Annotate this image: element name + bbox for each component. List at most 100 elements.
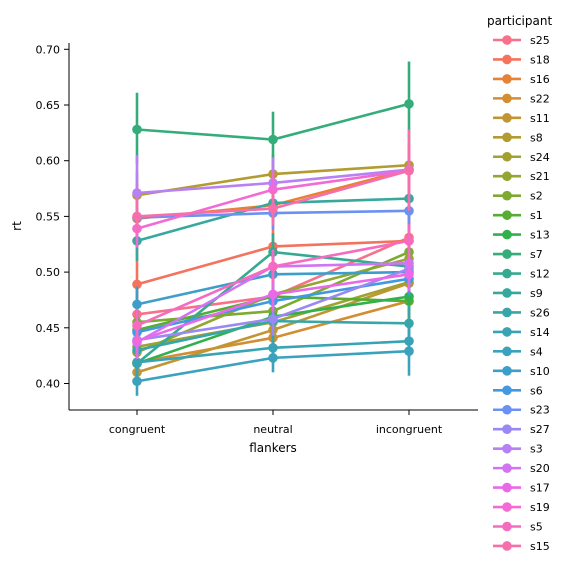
legend-swatch-marker xyxy=(502,346,512,357)
data-point xyxy=(268,134,278,145)
data-point xyxy=(132,188,142,198)
legend-label: s22 xyxy=(530,92,550,105)
legend-label: s16 xyxy=(530,73,550,86)
x-tick-label: neutral xyxy=(253,423,292,436)
legend-label: s15 xyxy=(530,540,550,553)
axes: flankers rt 0.40 0.45 0.50 0.55 0.60 0.65 0.70… xyxy=(10,43,478,455)
legend-label: s1 xyxy=(530,209,543,222)
y-tick-label: 0.70 xyxy=(36,43,61,56)
data-point xyxy=(404,236,414,246)
x-tick-label: incongruent xyxy=(376,423,443,436)
legend-item-s24: s24 xyxy=(493,151,550,164)
legend-swatch-marker xyxy=(502,307,512,318)
data-point xyxy=(404,291,414,302)
legend-swatch-marker xyxy=(502,93,512,104)
legend-item-s2: s2 xyxy=(493,190,543,203)
legend-label: s7 xyxy=(530,248,543,261)
legend-swatch-marker xyxy=(502,327,512,337)
legend-label: s11 xyxy=(530,112,550,125)
legend-swatch-marker xyxy=(502,385,512,396)
y-tick-label: 0.45 xyxy=(36,322,61,335)
y-tick-label: 0.40 xyxy=(36,378,61,391)
legend-item-s5: s5 xyxy=(493,521,543,534)
legend-item-s6: s6 xyxy=(493,384,543,397)
legend-swatch-marker xyxy=(502,268,512,279)
legend-label: s21 xyxy=(530,170,550,183)
legend-label: s18 xyxy=(530,53,550,66)
y-tick-label: 0.65 xyxy=(36,99,61,112)
legend-swatch-marker xyxy=(502,190,512,201)
legend-label: s9 xyxy=(530,287,543,300)
legend-item-s10: s10 xyxy=(493,365,550,378)
legend-item-s19: s19 xyxy=(493,501,550,514)
legend-item-s11: s11 xyxy=(493,112,550,125)
legend-item-s1: s1 xyxy=(493,209,543,222)
legend-label: s25 xyxy=(530,34,550,47)
data-point xyxy=(268,314,278,324)
legend-label: s27 xyxy=(530,423,550,436)
data-point xyxy=(268,261,278,272)
legend-swatch-marker xyxy=(502,482,512,493)
legend-label: s19 xyxy=(530,501,550,514)
legend-item-s27: s27 xyxy=(493,423,550,436)
legend-swatch-marker xyxy=(502,74,512,84)
legend-swatch-marker xyxy=(502,249,512,259)
data-point xyxy=(268,289,278,300)
legend-swatch-marker xyxy=(502,443,512,454)
legend-label: s10 xyxy=(530,365,550,378)
legend-swatch-marker xyxy=(502,54,512,65)
legend-item-s15: s15 xyxy=(493,540,550,553)
legend-item-s18: s18 xyxy=(493,53,550,66)
legend-item-s3: s3 xyxy=(493,443,543,456)
legend-item-s26: s26 xyxy=(493,306,550,319)
legend-swatch-marker xyxy=(502,210,512,220)
legend-label: s23 xyxy=(530,404,550,417)
legend-title: participant xyxy=(487,14,552,28)
legend-swatch-marker xyxy=(502,463,512,473)
legend-label: s14 xyxy=(530,326,550,339)
series-s4 xyxy=(132,326,414,396)
data-point xyxy=(268,353,278,363)
data-point xyxy=(404,318,414,329)
legend-item-s12: s12 xyxy=(493,268,550,281)
legend-item-s20: s20 xyxy=(493,462,550,475)
legend-swatch-marker xyxy=(502,366,512,376)
data-point xyxy=(404,346,414,356)
legend-label: s20 xyxy=(530,462,550,475)
data-point xyxy=(132,299,142,310)
legend-swatch-marker xyxy=(502,35,512,45)
data-point xyxy=(404,165,414,176)
data-point xyxy=(132,124,142,135)
legend-label: s13 xyxy=(530,229,550,242)
legend-label: s26 xyxy=(530,306,550,319)
legend-swatch-marker xyxy=(502,424,512,435)
y-axis-label: rt xyxy=(10,221,24,231)
legend-label: s3 xyxy=(530,443,543,456)
legend-item-s4: s4 xyxy=(493,345,543,358)
legend-swatch-marker xyxy=(502,171,512,182)
legend-item-s14: s14 xyxy=(493,326,550,339)
legend-item-s22: s22 xyxy=(493,92,550,105)
data-point xyxy=(268,184,278,195)
legend-item-s25: s25 xyxy=(493,34,550,47)
data-point xyxy=(132,376,142,387)
legend-swatch-marker xyxy=(502,404,512,415)
legend-label: s4 xyxy=(530,345,543,358)
legend-item-s8: s8 xyxy=(493,131,543,144)
legend-item-s7: s7 xyxy=(493,248,543,261)
y-tick-label: 0.60 xyxy=(36,155,61,168)
data-point xyxy=(132,279,142,290)
legend-item-s21: s21 xyxy=(493,170,550,183)
legend-label: s24 xyxy=(530,151,550,164)
legend-swatch-marker xyxy=(502,151,512,162)
data-point xyxy=(404,99,414,109)
legend-label: s6 xyxy=(530,384,543,397)
legend-swatch-marker xyxy=(502,229,512,240)
legend-label: s12 xyxy=(530,268,550,281)
legend-label: s17 xyxy=(530,482,550,495)
series-s7 xyxy=(132,61,414,168)
legend: participant s25 s18 s16 s22 s11 s8 s24 s21 s2 s1 s… xyxy=(487,14,552,553)
data-point xyxy=(132,211,142,222)
legend-label: s8 xyxy=(530,131,543,144)
